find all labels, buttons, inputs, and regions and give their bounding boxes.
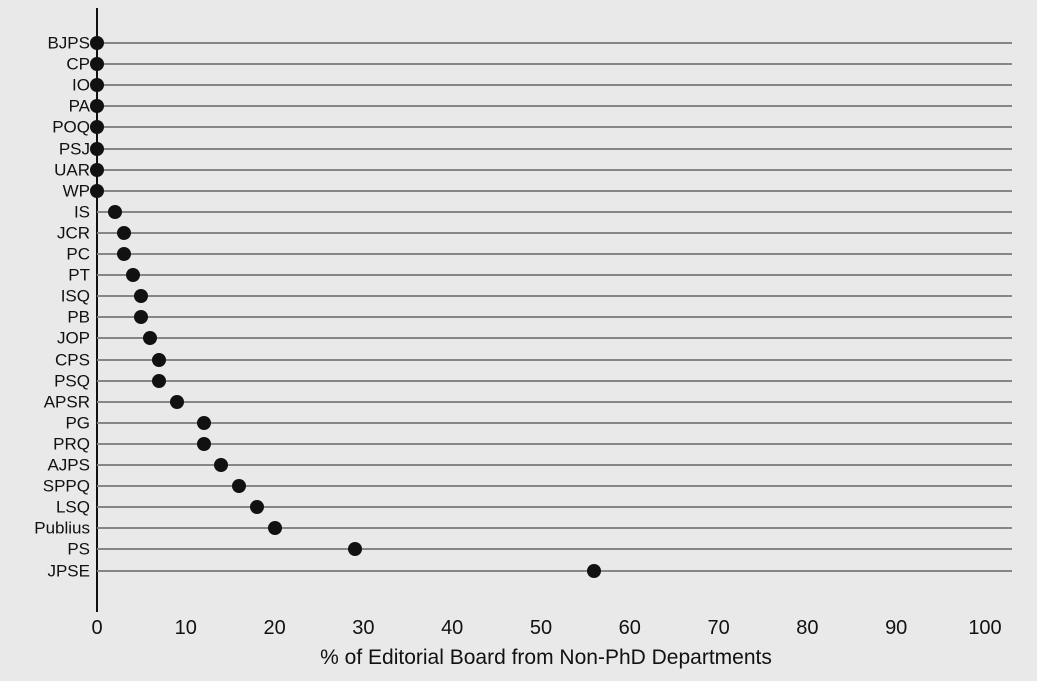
data-point-dot bbox=[587, 563, 602, 578]
data-point-dot bbox=[90, 78, 104, 93]
gridline bbox=[97, 84, 1012, 87]
x-tick-label: 100 bbox=[968, 617, 1002, 639]
data-point-dot bbox=[107, 204, 122, 219]
x-tick-label: 10 bbox=[174, 617, 197, 639]
category-label: PRQ bbox=[53, 434, 90, 454]
gridline bbox=[97, 274, 1012, 277]
data-point-dot bbox=[152, 373, 167, 388]
gridline bbox=[97, 168, 1012, 171]
category-label: JCR bbox=[56, 223, 90, 243]
data-point-dot bbox=[134, 310, 149, 325]
gridline bbox=[97, 147, 1012, 150]
data-point-dot bbox=[134, 289, 149, 304]
data-point-dot bbox=[90, 57, 104, 72]
x-tick-label: 90 bbox=[885, 617, 908, 639]
data-point-dot bbox=[214, 458, 229, 472]
category-label: PS bbox=[67, 539, 90, 559]
data-point-dot bbox=[152, 352, 167, 367]
x-tick-label: 80 bbox=[796, 617, 819, 639]
gridline bbox=[97, 358, 1012, 361]
x-tick-label: 20 bbox=[263, 617, 286, 639]
gridline bbox=[97, 485, 1012, 488]
data-point-dot bbox=[90, 120, 104, 135]
data-point-dot bbox=[90, 141, 104, 156]
category-label: IS bbox=[73, 202, 90, 222]
gridline bbox=[97, 126, 1012, 129]
data-point-dot bbox=[196, 415, 211, 430]
category-label: SPPQ bbox=[42, 476, 90, 496]
gridline bbox=[97, 548, 1012, 551]
gridline bbox=[97, 442, 1012, 445]
gridline bbox=[97, 506, 1012, 509]
category-label: PC bbox=[66, 244, 90, 264]
category-label: PA bbox=[68, 96, 90, 116]
gridline bbox=[97, 421, 1012, 424]
category-label: IO bbox=[72, 75, 90, 95]
data-point-dot bbox=[169, 394, 184, 409]
gridline bbox=[97, 527, 1012, 530]
x-tick-label: 60 bbox=[618, 617, 641, 639]
data-point-dot bbox=[125, 268, 140, 283]
gridline bbox=[97, 210, 1012, 213]
gridline bbox=[97, 464, 1012, 466]
x-tick-label: 50 bbox=[529, 617, 553, 639]
category-label: PSJ bbox=[58, 139, 90, 158]
data-point-dot bbox=[90, 183, 104, 198]
x-tick-label: 30 bbox=[352, 617, 375, 639]
gridline bbox=[97, 379, 1012, 382]
x-tick-label: 0 bbox=[91, 617, 103, 639]
data-point-dot bbox=[116, 225, 131, 240]
gridline bbox=[97, 400, 1012, 403]
gridline bbox=[97, 337, 1012, 340]
data-point-dot bbox=[116, 247, 131, 261]
category-label: CP bbox=[66, 54, 90, 74]
data-point-dot bbox=[90, 99, 104, 114]
category-label: Publius bbox=[34, 518, 90, 538]
gridline bbox=[97, 231, 1012, 234]
data-point-dot bbox=[143, 331, 158, 346]
category-label: PG bbox=[65, 413, 90, 433]
x-tick-label: 40 bbox=[441, 617, 464, 639]
category-label: BJPS bbox=[47, 33, 90, 53]
category-label: PT bbox=[68, 265, 90, 285]
gridline bbox=[97, 189, 1012, 192]
category-label: JPSE bbox=[47, 561, 90, 580]
category-label: PB bbox=[67, 307, 90, 327]
category-label: WP bbox=[62, 181, 90, 201]
gridline bbox=[97, 253, 1012, 255]
y-axis-line bbox=[96, 8, 98, 612]
data-point-dot bbox=[249, 500, 264, 515]
category-label: ISQ bbox=[60, 286, 90, 306]
data-point-dot bbox=[267, 521, 282, 536]
x-axis-title: % of Editorial Board from Non-PhD Depart… bbox=[320, 646, 772, 669]
category-label: LSQ bbox=[55, 497, 90, 517]
category-label: JOP bbox=[56, 328, 90, 348]
gridline bbox=[97, 569, 1012, 572]
category-label: CPS bbox=[55, 350, 90, 369]
gridline bbox=[97, 295, 1012, 298]
category-label: APSR bbox=[43, 392, 90, 412]
category-label: AJPS bbox=[47, 455, 90, 475]
category-label: PSQ bbox=[54, 371, 90, 391]
category-label: POQ bbox=[52, 117, 90, 137]
data-point-dot bbox=[196, 436, 211, 451]
data-point-dot bbox=[232, 479, 247, 494]
gridline bbox=[97, 316, 1012, 319]
x-tick-label: 70 bbox=[707, 617, 730, 639]
category-label: UAR bbox=[54, 160, 90, 180]
gridline bbox=[97, 42, 1012, 44]
gridline bbox=[97, 63, 1012, 66]
data-point-dot bbox=[347, 542, 362, 557]
data-point-dot bbox=[90, 36, 104, 50]
data-point-dot bbox=[90, 162, 104, 177]
gridline bbox=[97, 105, 1012, 108]
